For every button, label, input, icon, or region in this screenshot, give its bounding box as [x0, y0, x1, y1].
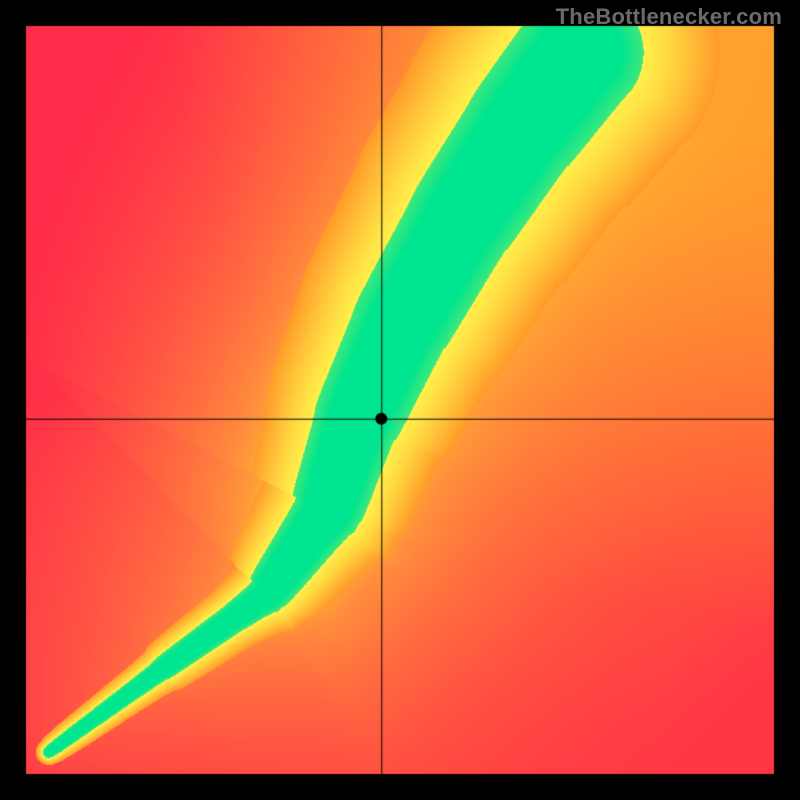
- bottleneck-heatmap: [0, 0, 800, 800]
- watermark-text: TheBottlenecker.com: [556, 4, 782, 30]
